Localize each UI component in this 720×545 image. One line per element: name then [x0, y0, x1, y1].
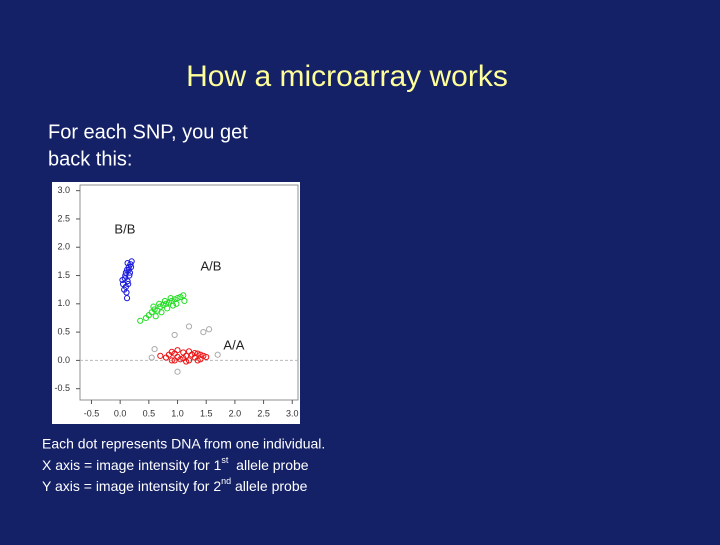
point: [200, 329, 207, 336]
plot: -0.5 0.0 0.5 1.0 1.5 2.0 2.5 3.0 3.0 2.5 2.0 1.5 1.0…: [54, 185, 298, 418]
point: [168, 348, 175, 356]
superscript: st: [221, 455, 229, 465]
y-tick-label: -0.5: [54, 383, 70, 393]
point: [183, 358, 190, 365]
x-tick-label: -0.5: [84, 408, 100, 418]
cluster-label: A/B: [200, 258, 221, 273]
point: [168, 357, 175, 364]
point: [194, 350, 201, 357]
point: [171, 331, 178, 339]
caption: Each dot represents DNA from one individ…: [42, 436, 325, 452]
cluster-label: B/B: [114, 222, 135, 237]
point: [126, 272, 133, 279]
point: [127, 261, 134, 268]
point: [180, 292, 187, 299]
chart-background: [52, 182, 300, 424]
superscript: nd: [221, 476, 231, 486]
x-tick-label: 2.0: [229, 408, 242, 418]
point: [154, 307, 161, 314]
point: [148, 354, 155, 361]
point: [124, 259, 131, 267]
point: [137, 317, 144, 324]
point: [185, 323, 193, 330]
cluster-label: A/A: [223, 338, 244, 353]
x-tick-label: 0.5: [143, 408, 156, 418]
y-tick-label: 1.5: [57, 270, 70, 280]
y-tick-label: 2.5: [57, 213, 70, 223]
point: [128, 258, 135, 265]
point: [174, 295, 181, 302]
point: [156, 300, 163, 307]
point: [119, 276, 126, 284]
point: [157, 352, 164, 359]
point: [197, 351, 204, 358]
point: [151, 306, 158, 313]
caption-part: allele probe: [228, 457, 308, 473]
point: [171, 357, 178, 364]
intro-text: back this:: [48, 148, 132, 170]
point: [185, 357, 193, 364]
point: [167, 295, 174, 302]
point: [214, 351, 221, 358]
point: [200, 352, 207, 359]
intro-text: For each SNP, you get: [48, 121, 248, 143]
point: [151, 345, 158, 353]
y-tick-label: 0.5: [57, 326, 70, 336]
point: [194, 357, 201, 364]
point: [161, 297, 169, 305]
point: [150, 303, 157, 310]
caption-part: allele probe: [231, 478, 307, 494]
point: [177, 356, 184, 363]
point: [160, 301, 167, 309]
point: [173, 300, 180, 307]
x-tick-label: 0.0: [114, 408, 127, 418]
point: [174, 368, 181, 375]
plot-frame: [79, 184, 299, 401]
x-tick-label: 1.5: [200, 408, 213, 418]
point: [123, 295, 131, 302]
point: [164, 305, 171, 312]
point: [169, 302, 177, 309]
x-tick-label: 2.5: [257, 408, 270, 418]
point: [185, 348, 193, 355]
point: [158, 309, 165, 316]
point: [181, 297, 188, 305]
point: [123, 289, 130, 296]
point: [152, 313, 159, 320]
y-tick-label: 1.0: [57, 298, 70, 308]
point: [203, 353, 210, 361]
point: [127, 263, 135, 271]
point: [125, 280, 132, 288]
point: [205, 326, 213, 333]
y-tick-label: 3.0: [57, 185, 70, 195]
y-tick-label: 0.0: [57, 355, 70, 365]
caption: Y axis = image intensity for 2nd allele …: [42, 476, 308, 493]
point: [191, 349, 198, 357]
point: [122, 272, 129, 279]
point: [174, 347, 181, 354]
slide-title: How a microarray works: [186, 60, 508, 93]
point: [126, 269, 134, 276]
x-tick-label: 1.0: [171, 408, 184, 418]
caption-part: X axis = image intensity for 1: [42, 457, 222, 473]
caption-part: Y axis = image intensity for 2: [42, 478, 221, 494]
y-tick-label: 2.0: [57, 242, 70, 252]
caption: X axis = image intensity for 1st allele …: [42, 455, 309, 472]
x-tick-label: 3.0: [286, 408, 299, 418]
